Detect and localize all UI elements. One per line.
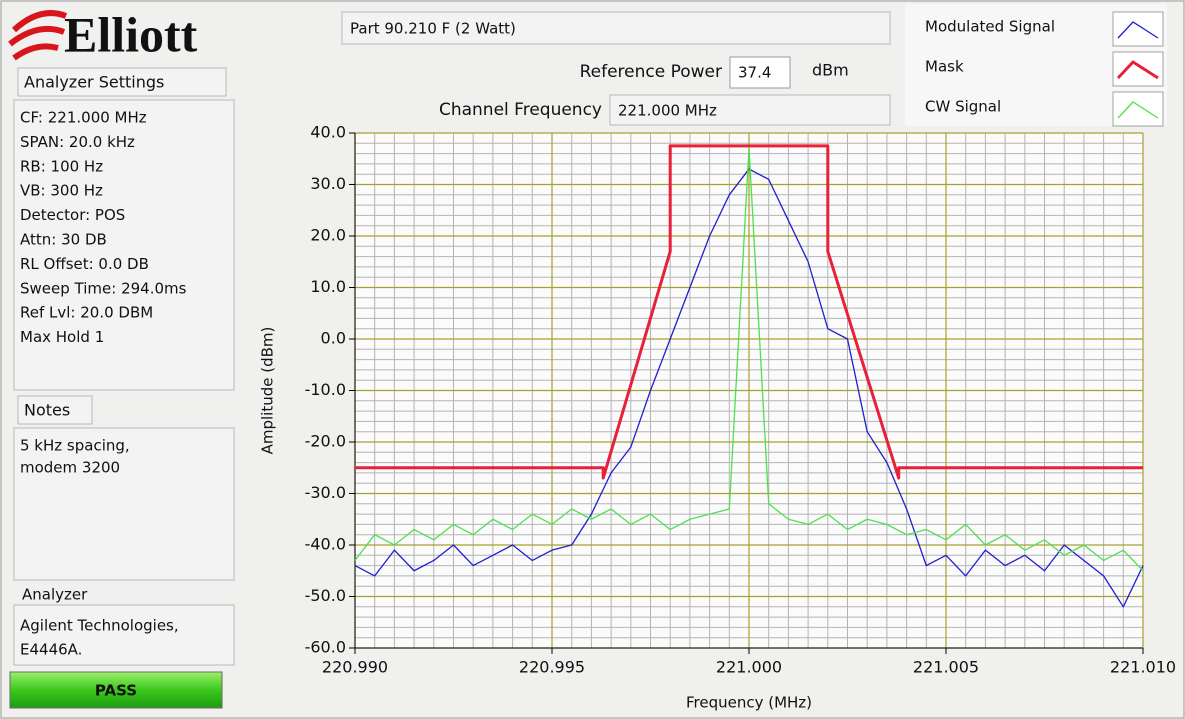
notes-line: 5 kHz spacing,	[20, 437, 130, 455]
y-tick-label: -20.0	[305, 432, 346, 451]
notes-title: Notes	[24, 401, 70, 420]
setting-item: Sweep Time: 294.0ms	[20, 279, 187, 297]
part-field	[341, 11, 891, 45]
logo-swoosh	[12, 43, 59, 61]
legend-label: Modulated Signal	[925, 18, 1055, 36]
y-tick-label: -40.0	[305, 535, 346, 554]
setting-item: Max Hold 1	[20, 328, 104, 346]
y-tick-label: 20.0	[310, 226, 346, 245]
x-axis-label: Frequency (MHz)	[686, 694, 812, 712]
analyzer-line: E4446A.	[20, 641, 82, 659]
y-tick-label: -30.0	[305, 483, 346, 502]
status-indicator	[9, 671, 223, 709]
series-line	[355, 144, 1143, 480]
setting-item: VB: 300 Hz	[20, 182, 103, 200]
x-tick-label: 221.000	[716, 658, 782, 677]
legend-swatch	[1117, 21, 1159, 39]
x-tick-label: 220.990	[322, 658, 388, 677]
series-line	[354, 147, 1144, 572]
chart: 220.990 220.995 221.000 221.005 221.010 -60.0…	[259, 11, 1176, 712]
y-tick-label: -10.0	[305, 380, 346, 399]
reference-power-unit: dBm	[812, 61, 849, 80]
legend-label: CW Signal	[925, 98, 1001, 116]
y-tick-label: 30.0	[310, 174, 346, 193]
y-tick-label: 40.0	[310, 123, 346, 142]
analyzer-line: Agilent Technologies,	[20, 617, 179, 635]
logo-text: Elliott	[64, 6, 198, 62]
setting-item: RB: 100 Hz	[20, 157, 103, 175]
reference-power-field	[729, 56, 791, 89]
x-tick-label: 221.005	[913, 658, 979, 677]
y-axis-label: Amplitude (dBm)	[259, 327, 277, 455]
logo-swoosh	[8, 26, 66, 47]
setting-item: RL Offset: 0.0 DB	[20, 255, 149, 273]
reference-power-value: 37.4	[738, 64, 771, 82]
channel-frequency-value: 221.000 MHz	[618, 102, 717, 120]
legend-swatch-box	[1112, 11, 1164, 47]
settings-list: CF: 221.000 MHz SPAN: 20.0 kHz RB: 100 Hz V…	[20, 109, 187, 347]
y-tick-label: 10.0	[310, 277, 346, 296]
reference-power-label: Reference Power	[580, 62, 722, 82]
channel-frequency-label: Channel Frequency	[439, 100, 602, 120]
settings-title: Analyzer Settings	[24, 73, 164, 92]
notes-line: modem 3200	[20, 459, 120, 477]
y-tick-label: -60.0	[305, 638, 346, 657]
status-label: PASS	[95, 682, 137, 700]
setting-item: Attn: 30 DB	[20, 231, 107, 249]
setting-item: Detector: POS	[20, 206, 125, 224]
legend-label: Mask	[925, 58, 964, 76]
channel-frequency-field	[609, 94, 891, 126]
setting-item: Ref Lvl: 20.0 DBM	[20, 304, 153, 322]
legend-swatch	[1116, 60, 1159, 80]
logo-swoosh	[11, 10, 68, 33]
legend-swatch-box	[1112, 91, 1164, 127]
settings-title-box	[17, 67, 227, 97]
logo: Elliott	[8, 6, 198, 62]
legend-swatch-box	[1112, 51, 1164, 87]
y-tick-label: -50.0	[305, 586, 346, 605]
notes-text: 5 kHz spacing, modem 3200	[20, 437, 130, 477]
legend-swatch	[1117, 101, 1159, 119]
x-tick-label: 220.995	[519, 658, 585, 677]
series-line	[354, 168, 1144, 608]
settings-box	[13, 99, 235, 391]
x-tick-label: 221.010	[1110, 658, 1176, 677]
analyzer-title: Analyzer	[22, 586, 88, 604]
setting-item: SPAN: 20.0 kHz	[20, 133, 135, 151]
analyzer-box	[13, 604, 235, 666]
setting-item: CF: 221.000 MHz	[20, 109, 147, 127]
y-tick-label: 0.0	[321, 329, 346, 348]
analyzer-text: Agilent Technologies, E4446A.	[20, 617, 179, 659]
notes-title-box	[17, 395, 93, 425]
notes-box	[13, 427, 235, 581]
part-text: Part 90.210 F (2 Watt)	[350, 20, 516, 38]
